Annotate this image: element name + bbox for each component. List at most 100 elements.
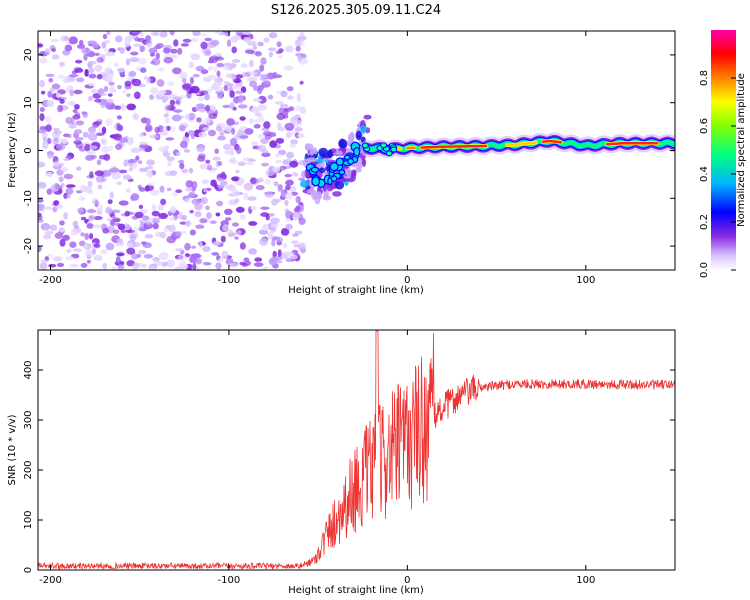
- noise-blob: [93, 121, 102, 126]
- noise-blob: [38, 183, 47, 189]
- noise-blob: [260, 138, 269, 144]
- noise-blob: [157, 204, 164, 211]
- noise-blob: [64, 44, 73, 52]
- noise-blob: [190, 134, 195, 140]
- noise-blob: [183, 149, 191, 153]
- noise-blob: [263, 37, 270, 43]
- noise-blob: [148, 47, 158, 54]
- noise-blob: [81, 47, 92, 54]
- noise-blob: [285, 223, 293, 230]
- noise-blob: [126, 229, 135, 233]
- noise-blob: [114, 105, 122, 110]
- noise-blob: [205, 159, 211, 164]
- noise-blob: [63, 173, 74, 180]
- noise-blob: [212, 156, 221, 161]
- noise-blob: [110, 212, 116, 217]
- noise-blob: [73, 248, 82, 252]
- noise-blob: [184, 114, 190, 120]
- spectrogram-x-ticks: -200 -100 0 100: [39, 31, 595, 286]
- noise-blob: [169, 216, 176, 221]
- noise-blob: [43, 224, 48, 231]
- noise-blob: [179, 162, 185, 170]
- noise-blob: [202, 246, 211, 252]
- noise-blob: [126, 242, 133, 248]
- noise-blob: [192, 31, 201, 37]
- noise-blob: [131, 162, 138, 170]
- noise-blob: [102, 262, 108, 270]
- noise-blob: [113, 62, 119, 68]
- noise-blob: [260, 74, 269, 80]
- occultation-blob: [345, 167, 352, 178]
- noise-blob: [116, 238, 124, 244]
- noise-blob: [101, 169, 112, 177]
- noise-blob: [150, 189, 160, 196]
- noise-blob: [80, 262, 88, 268]
- noise-blob: [93, 254, 103, 261]
- noise-blob: [139, 221, 144, 229]
- noise-blob: [153, 31, 159, 37]
- x-tick-label: -200: [39, 575, 62, 586]
- noise-blob: [138, 132, 145, 138]
- noise-blob: [248, 248, 257, 255]
- noise-blob: [88, 82, 95, 87]
- noise-blob: [216, 177, 225, 182]
- noise-blob: [72, 114, 81, 120]
- noise-blob: [196, 258, 203, 264]
- noise-blob: [288, 106, 295, 111]
- noise-blob: [247, 158, 256, 162]
- noise-blob: [132, 43, 142, 48]
- occultation-blob: [338, 138, 348, 149]
- noise-blob: [215, 262, 222, 270]
- noise-blob: [255, 184, 265, 191]
- noise-blob: [235, 169, 240, 174]
- noise-blob: [210, 39, 220, 47]
- noise-blob: [170, 206, 176, 214]
- noise-blob: [80, 216, 87, 221]
- noise-blob: [280, 90, 288, 98]
- noise-blob: [137, 160, 143, 165]
- noise-blob: [198, 131, 207, 138]
- noise-blob: [86, 223, 94, 229]
- noise-blob: [78, 196, 86, 202]
- noise-blob: [38, 43, 43, 48]
- noise-blob: [116, 115, 122, 120]
- noise-blob: [73, 89, 83, 95]
- noise-blob: [231, 176, 240, 182]
- noise-blob: [291, 211, 300, 218]
- noise-blob: [188, 61, 194, 69]
- noise-blob: [44, 206, 53, 210]
- noise-blob: [94, 170, 105, 177]
- noise-blob: [169, 99, 175, 106]
- noise-blob: [146, 43, 152, 48]
- noise-blob: [259, 237, 268, 246]
- noise-blob: [100, 92, 107, 97]
- noise-blob: [104, 39, 111, 44]
- noise-blob: [51, 54, 60, 60]
- noise-blob: [285, 258, 293, 262]
- noise-blob: [169, 170, 178, 176]
- noise-blob: [271, 239, 276, 247]
- noise-blob: [67, 100, 76, 106]
- noise-blob: [172, 54, 178, 59]
- noise-blob: [172, 235, 177, 241]
- noise-blob: [208, 129, 216, 137]
- noise-blob: [216, 62, 224, 68]
- noise-blob: [39, 57, 48, 64]
- noise-blob: [258, 177, 265, 181]
- noise-blob: [205, 104, 211, 112]
- noise-blob: [213, 65, 219, 73]
- noise-blob: [275, 159, 283, 164]
- occultation-core: [329, 162, 339, 172]
- noise-blob: [166, 156, 175, 162]
- noise-blob: [73, 129, 83, 135]
- noise-blob: [96, 203, 103, 211]
- noise-blob: [284, 173, 293, 178]
- figure-title: S126.2025.305.09.11.C24: [271, 3, 441, 18]
- y-tick-label: 0: [23, 567, 34, 573]
- noise-blob: [227, 66, 233, 71]
- noise-blob: [248, 70, 258, 76]
- noise-blob: [75, 120, 85, 126]
- noise-blob: [82, 131, 89, 138]
- noise-blob: [111, 209, 121, 214]
- noise-blob: [125, 188, 131, 194]
